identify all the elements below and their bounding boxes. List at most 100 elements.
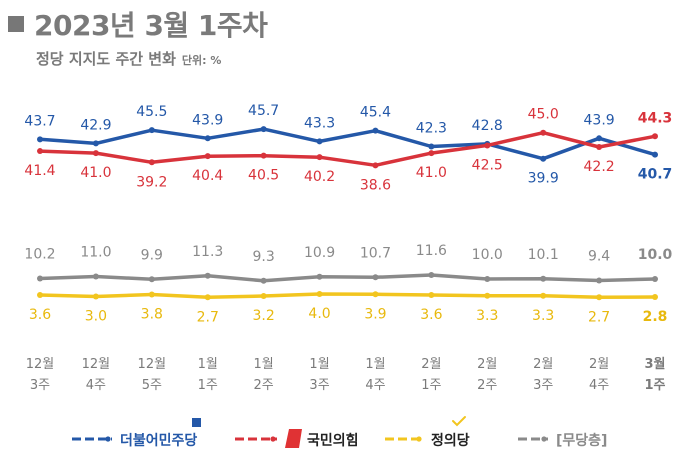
data-label: 43.3	[304, 115, 335, 131]
data-label: 43.7	[24, 113, 55, 129]
data-point	[652, 151, 658, 158]
data-point	[204, 135, 211, 142]
data-point	[540, 292, 547, 299]
data-label: 10.9	[304, 245, 335, 261]
data-point	[148, 127, 155, 134]
data-label: 3.6	[29, 307, 51, 323]
data-label: 11.0	[80, 245, 111, 261]
data-point	[260, 152, 267, 159]
data-label: 45.5	[136, 104, 167, 120]
data-point	[260, 126, 267, 133]
data-point	[92, 140, 99, 147]
series-line-1	[38, 130, 657, 168]
data-point	[596, 143, 603, 150]
data-label: 40.5	[248, 168, 279, 184]
data-point	[596, 294, 603, 301]
data-point	[428, 292, 435, 298]
data-label: 38.6	[360, 177, 391, 193]
data-point	[204, 294, 211, 301]
data-label: 3.6	[420, 307, 442, 323]
title-square-icon	[8, 16, 24, 32]
data-point	[652, 294, 658, 300]
ppp-party-logo-icon	[285, 429, 302, 448]
data-point	[652, 276, 658, 282]
data-label: 10.2	[24, 247, 55, 263]
x-tick-label: 1주	[644, 378, 665, 393]
series-line-0	[38, 127, 657, 161]
data-label: 9.4	[588, 249, 610, 265]
data-point	[260, 293, 267, 299]
data-label: 41.0	[80, 165, 111, 181]
data-label: 10.0	[638, 247, 673, 263]
data-label: 10.1	[528, 247, 559, 263]
data-label: 3.0	[85, 309, 107, 325]
data-point	[148, 291, 155, 298]
data-point	[260, 277, 267, 284]
data-label: 42.5	[472, 157, 503, 173]
data-point	[148, 159, 155, 166]
x-tick-label: 3주	[30, 378, 50, 393]
data-label: 3.8	[141, 307, 163, 323]
data-label: 4.0	[308, 306, 330, 322]
x-tick-label: 12월	[82, 357, 111, 372]
data-point	[428, 143, 435, 150]
data-point	[372, 274, 379, 281]
data-label: 43.9	[584, 112, 615, 128]
data-point	[148, 276, 155, 283]
data-label: 3.3	[532, 308, 554, 324]
x-tick-label: 2주	[477, 378, 497, 393]
data-point	[540, 129, 547, 136]
x-tick-label: 2월	[477, 357, 497, 372]
data-label: 9.3	[253, 249, 275, 265]
legend-label: 국민의힘	[307, 432, 359, 449]
data-label: 41.0	[416, 165, 447, 181]
x-tick-label: 3주	[533, 378, 553, 393]
x-tick-label: 1월	[365, 357, 385, 372]
data-label: 40.7	[638, 167, 673, 183]
data-label: 40.2	[304, 169, 335, 185]
data-label: 2.7	[197, 309, 219, 325]
data-point	[316, 154, 323, 161]
data-label: 45.4	[360, 105, 391, 121]
data-point	[428, 150, 435, 157]
data-point	[37, 292, 43, 298]
data-label: 45.0	[528, 107, 559, 123]
x-tick-label: 1월	[254, 357, 274, 372]
data-label: 40.4	[192, 168, 223, 184]
data-label: 2.8	[643, 309, 668, 325]
data-label: 3.9	[364, 306, 386, 322]
chart-title: 2023년 3월 1주차	[34, 9, 268, 42]
data-point	[652, 133, 658, 140]
data-label: 42.8	[472, 118, 503, 134]
data-label: 39.2	[136, 174, 167, 190]
legend-marker	[416, 436, 422, 442]
data-point	[428, 272, 435, 278]
legend-label: 정의당	[431, 432, 470, 449]
x-tick-label: 1주	[421, 378, 441, 393]
data-point	[37, 148, 43, 155]
data-label: 42.2	[584, 159, 615, 175]
data-point	[596, 277, 603, 284]
x-tick-label: 2주	[254, 378, 274, 393]
data-label: 42.9	[80, 117, 111, 133]
x-tick-label: 2월	[533, 357, 553, 372]
data-label: 9.9	[141, 247, 163, 263]
data-label: 42.3	[416, 120, 447, 136]
unit-label: 단위: %	[181, 54, 222, 67]
data-point	[540, 275, 547, 282]
data-point	[92, 273, 99, 280]
x-tick-label: 4주	[86, 378, 106, 393]
x-tick-label: 1월	[198, 357, 218, 372]
data-point	[316, 138, 323, 145]
data-point	[37, 136, 43, 143]
data-point	[204, 272, 211, 279]
data-point	[372, 162, 379, 169]
data-label: 45.7	[248, 103, 279, 119]
data-label: 10.7	[360, 245, 391, 261]
data-point	[484, 142, 491, 149]
data-point	[484, 276, 491, 282]
data-label: 44.3	[638, 110, 673, 126]
series-line-2	[38, 292, 657, 300]
